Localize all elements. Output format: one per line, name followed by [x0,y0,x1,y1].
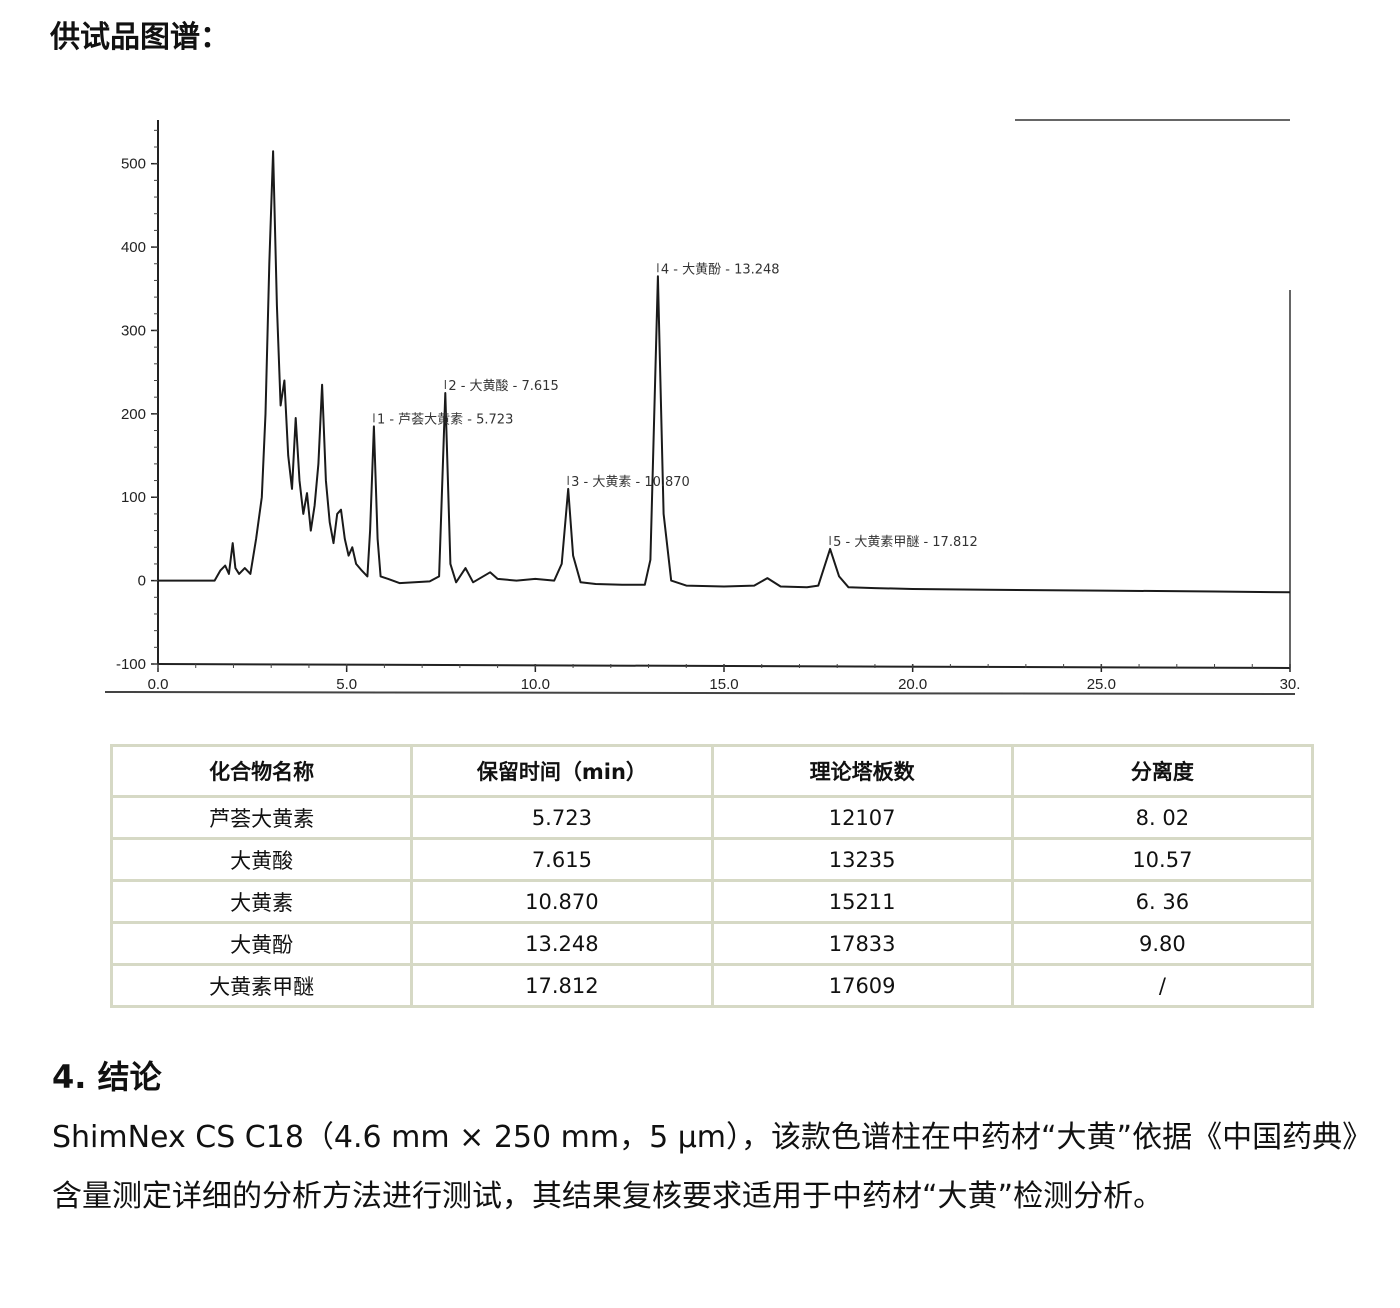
cell-compound: 大黄素甲醚 [109,963,414,1008]
x-tick-label: 25.0 [1087,676,1116,693]
cell-resolution: 10.57 [1010,837,1315,882]
cell-resolution: 6. 36 [1010,879,1315,924]
x-tick-label: 20.0 [898,676,927,693]
chromatogram-trace [158,150,1291,594]
table-row: 大黄酸 7.615 13235 10.57 [109,837,1315,882]
table-row: 大黄酚 13.248 17833 9.80 [109,921,1315,966]
cell-compound: 大黄素 [109,879,414,924]
cell-plate-number: 15211 [710,879,1014,924]
y-tick-label: 200 [121,406,146,423]
section-title: 供试品图谱： [50,20,230,55]
table-header-row: 化合物名称 保留时间（min） 理论塔板数 分离度 [109,744,1315,798]
cell-retention-time: 7.615 [410,837,714,882]
cell-retention-time: 10.870 [410,879,714,924]
cell-retention-time: 13.248 [410,921,714,966]
cell-resolution: 9.80 [1010,921,1315,966]
bottom-rule [104,691,1296,695]
y-tick-label: 0 [138,573,146,590]
cell-plate-number: 13235 [710,837,1014,882]
x-tick-label: 30. [1280,676,1301,693]
peak-label: 4 - 大黄酚 - 13.248 [661,262,780,277]
results-table: 化合物名称 保留时间（min） 理论塔板数 分离度 芦荟大黄素 5.723 12… [109,744,1315,1008]
cell-compound: 大黄酸 [109,837,414,882]
conclusion-body: ShimNex CS C18（4.6 mm × 250 mm，5 μm），该款色… [52,1120,1358,1214]
peak-label: 1 - 芦荟大黄素 - 5.723 [377,412,513,427]
header-resolution: 分离度 [1010,744,1315,798]
cell-retention-time: 17.812 [410,963,714,1008]
x-tick-label: 10.0 [521,676,550,693]
cell-retention-time: 5.723 [410,795,714,840]
header-plate-number: 理论塔板数 [710,744,1014,798]
cell-compound: 芦荟大黄素 [109,795,414,840]
cell-plate-number: 17609 [710,963,1014,1008]
y-tick-label: 100 [121,489,146,506]
table-row: 大黄素甲醚 17.812 17609 / [109,963,1315,1008]
x-tick-label: 15.0 [709,676,738,693]
header-retention-time: 保留时间（min） [410,744,714,798]
y-tick-label: -100 [116,656,146,673]
cell-plate-number: 17833 [710,921,1014,966]
x-tick-label: 0.0 [148,676,169,693]
conclusion-heading: 4. 结论 [52,1058,162,1096]
x-tick-label: 5.0 [336,676,357,693]
y-tick-label: 400 [121,239,146,256]
cell-resolution: / [1010,963,1315,1008]
y-tick-label: 300 [121,322,146,339]
y-tick-label: 500 [121,156,146,173]
peak-label: 2 - 大黄酸 - 7.615 [448,379,558,394]
table-row: 大黄素 10.870 15211 6. 36 [109,879,1315,924]
cell-plate-number: 12107 [710,795,1014,840]
peak-label: 3 - 大黄素 - 10.870 [571,475,690,490]
chromatogram: 500 400 300 200 100 0 -100 0.0 5.0 10.0 15.0 20.0 25… [100,112,1305,714]
cell-compound: 大黄酚 [109,921,414,966]
peak-label: 5 - 大黄素甲醚 - 17.812 [833,535,978,550]
table-row: 芦荟大黄素 5.723 12107 8. 02 [109,795,1315,840]
header-compound: 化合物名称 [109,744,414,798]
cell-resolution: 8. 02 [1010,795,1315,840]
